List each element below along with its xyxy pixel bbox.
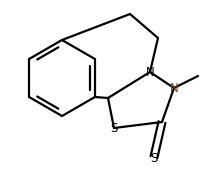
Text: N: N xyxy=(146,66,154,78)
Text: S: S xyxy=(150,151,158,164)
Text: S: S xyxy=(110,123,118,136)
Text: N: N xyxy=(170,81,178,94)
